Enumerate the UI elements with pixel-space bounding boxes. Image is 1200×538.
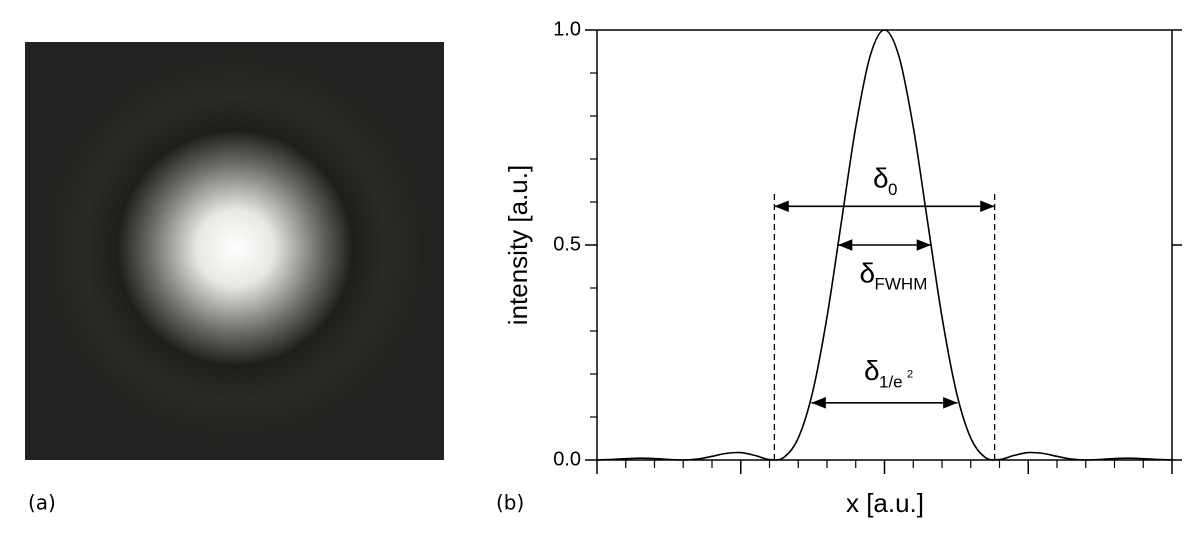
intensity-line bbox=[596, 29, 1173, 461]
annotation-superscript: 2 bbox=[907, 369, 913, 381]
panel-label: (b) bbox=[496, 491, 524, 515]
annotation-symbol: δ bbox=[864, 355, 880, 386]
airy-image bbox=[25, 42, 444, 460]
annotation-symbol: δ bbox=[873, 163, 889, 194]
annotation-subscript: 1/e bbox=[879, 372, 903, 391]
x-axis-label: x [a.u.] bbox=[846, 488, 924, 518]
y-axis-label: intensity [a.u.] bbox=[503, 165, 533, 325]
annotation-symbol: δ bbox=[860, 257, 876, 288]
annotation-subscript: FWHM bbox=[875, 274, 928, 293]
annotation-subscript: 0 bbox=[888, 180, 897, 199]
y-tick-label: 0.0 bbox=[553, 448, 581, 470]
panel-label: (a) bbox=[28, 491, 56, 515]
y-tick-label: 0.5 bbox=[553, 233, 581, 255]
y-tick-label: 1.0 bbox=[553, 18, 581, 40]
